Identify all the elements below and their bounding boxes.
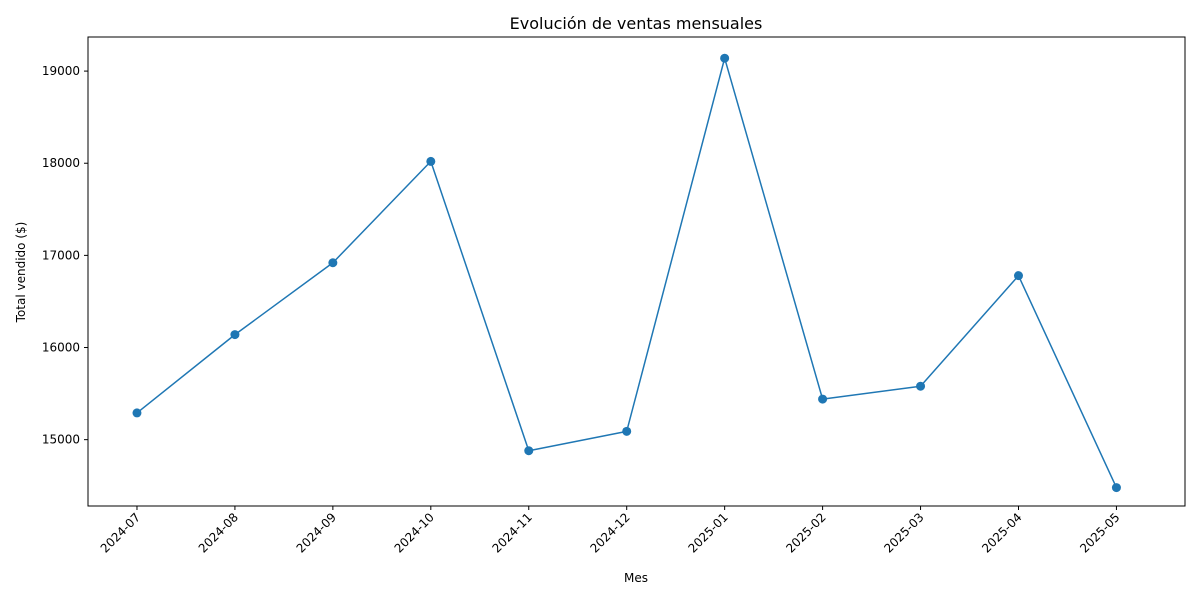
y-tick-label: 19000 (42, 64, 80, 78)
chart-title: Evolución de ventas mensuales (510, 14, 763, 33)
data-point (426, 156, 436, 166)
plot-area (132, 53, 1121, 493)
data-point (132, 408, 142, 418)
data-point (720, 53, 730, 63)
data-point (524, 446, 534, 456)
data-point (1013, 271, 1023, 281)
axes-frame (87, 36, 1186, 507)
data-point (328, 258, 338, 268)
x-axis-label: Mes (624, 571, 648, 585)
y-axis-label: Total vendido ($) (14, 222, 28, 324)
y-tick-label: 18000 (42, 156, 80, 170)
y-tick-label: 17000 (42, 248, 80, 262)
y-tick-label: 15000 (42, 433, 80, 447)
data-point (622, 426, 632, 436)
data-point (1111, 483, 1121, 493)
data-point (230, 330, 240, 340)
data-point (916, 381, 926, 391)
y-axis: 15000 16000 17000 18000 19000 (42, 64, 88, 447)
y-tick-label: 16000 (42, 341, 80, 355)
data-point (818, 394, 828, 404)
